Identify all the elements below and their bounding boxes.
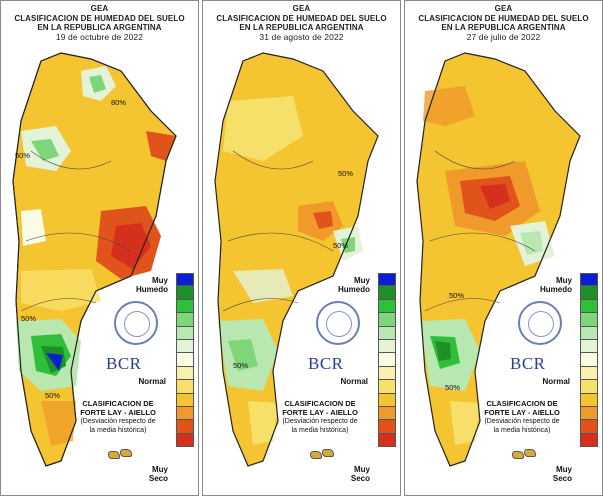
legend-swatch [378, 313, 396, 327]
legend-swatch [580, 326, 598, 340]
legend-top-label: Muy Humedo [338, 276, 370, 294]
legend-bottom-label: Muy Seco [148, 465, 168, 483]
contour-label: 80% [111, 98, 127, 107]
method-note: CLASIFICACION DE FORTE LAY - AIELLO (Des… [484, 399, 560, 434]
map-panel-oct: GEA CLASIFICACION DE HUMEDAD DEL SUELO E… [0, 0, 199, 496]
bcr-logo-text: BCR [308, 354, 344, 373]
legend-swatch [176, 420, 194, 434]
legend-swatch [580, 366, 598, 381]
legend-bottom-label: Muy Seco [552, 465, 572, 483]
legend-swatch [176, 433, 194, 448]
legend-swatch [378, 406, 396, 421]
legend-swatch [176, 339, 194, 354]
legend-swatch [176, 286, 194, 300]
map-date: 19 de octubre de 2022 [55, 31, 144, 42]
contour-label: 50% [449, 291, 465, 300]
legend-swatch [378, 273, 396, 287]
legend-swatch [378, 286, 396, 300]
legend-swatch [580, 339, 598, 354]
legend-swatch [378, 393, 396, 407]
legend-mid-label: Normal [542, 377, 570, 386]
legend-swatch [580, 433, 598, 448]
legend-bottom-label: Muy Seco [350, 465, 370, 483]
legend-swatch [176, 313, 194, 327]
bcr-seal-logo [114, 301, 158, 345]
contour-label: 50% [445, 383, 461, 392]
title-region: EN LA REPUBLICA ARGENTINA [441, 23, 566, 32]
contour-label: 50% [15, 151, 31, 160]
contour-label: 50% [21, 314, 37, 323]
legend-swatch [580, 393, 598, 407]
legend-swatch [378, 339, 396, 354]
falkland-islands [310, 449, 336, 459]
legend-mid-label: Normal [138, 377, 166, 386]
argentina-map [214, 52, 379, 467]
legend-swatch [176, 353, 194, 367]
legend-color-scale [176, 273, 196, 448]
legend-swatch [176, 273, 194, 287]
legend-swatch [176, 380, 194, 394]
falkland-islands [108, 449, 134, 459]
bcr-seal-logo [316, 301, 360, 345]
title-region: EN LA REPUBLICA ARGENTINA [239, 23, 364, 32]
title-gea: GEA [494, 4, 513, 13]
legend-color-scale [580, 273, 600, 448]
title-main: CLASIFICACION DE HUMEDAD DEL SUELO [418, 13, 589, 23]
falkland-islands [512, 449, 538, 459]
legend-top-label: Muy Humedo [540, 276, 572, 294]
legend-swatch [580, 286, 598, 300]
contour-label: 50% [338, 169, 354, 178]
legend-swatch [580, 353, 598, 367]
legend-color-scale [378, 273, 398, 448]
panel-title: GEA CLASIFICACION DE HUMEDAD DEL SUELO E… [5, 4, 194, 42]
legend-swatch [176, 366, 194, 381]
title-gea: GEA [292, 4, 311, 13]
legend-swatch [580, 380, 598, 394]
title-main: CLASIFICACION DE HUMEDAD DEL SUELO [216, 13, 387, 23]
title-main: CLASIFICACION DE HUMEDAD DEL SUELO [14, 13, 185, 23]
legend-swatch [378, 326, 396, 340]
legend-swatch [378, 353, 396, 367]
legend-mid-label: Normal [340, 377, 368, 386]
contour-label: 50% [233, 361, 249, 370]
legend-swatch [580, 406, 598, 421]
bcr-logo-text: BCR [106, 354, 142, 373]
map-panel-aug: GEA CLASIFICACION DE HUMEDAD DEL SUELO E… [202, 0, 401, 496]
legend-swatch [176, 406, 194, 421]
argentina-map [416, 52, 581, 467]
legend-swatch [580, 273, 598, 287]
legend-swatch [378, 433, 396, 448]
legend-swatch [580, 420, 598, 434]
bcr-seal-logo [518, 301, 562, 345]
legend-swatch [580, 313, 598, 327]
legend-swatch [378, 366, 396, 381]
method-note: CLASIFICACION DE FORTE LAY - AIELLO (Des… [80, 399, 156, 434]
map-date: 31 de agosto de 2022 [259, 31, 344, 42]
title-gea: GEA [90, 4, 109, 13]
legend-swatch [176, 326, 194, 340]
title-region: EN LA REPUBLICA ARGENTINA [37, 23, 162, 32]
bcr-logo-text: BCR [510, 354, 546, 373]
legend-swatch [378, 299, 396, 314]
legend-swatch [580, 299, 598, 314]
map-panel-jul: GEA CLASIFICACION DE HUMEDAD DEL SUELO E… [404, 0, 603, 496]
argentina-map [12, 52, 177, 467]
panel-title: GEA CLASIFICACION DE HUMEDAD DEL SUELO E… [207, 4, 396, 42]
contour-label: 50% [45, 391, 61, 400]
method-note: CLASIFICACION DE FORTE LAY - AIELLO (Des… [282, 399, 358, 434]
contour-label: 50% [333, 241, 349, 250]
panel-title: GEA CLASIFICACION DE HUMEDAD DEL SUELO E… [409, 4, 598, 42]
legend-swatch [378, 420, 396, 434]
legend-swatch [176, 299, 194, 314]
legend-swatch [378, 380, 396, 394]
legend-top-label: Muy Humedo [136, 276, 168, 294]
map-date: 27 de julio de 2022 [466, 31, 541, 42]
legend-swatch [176, 393, 194, 407]
